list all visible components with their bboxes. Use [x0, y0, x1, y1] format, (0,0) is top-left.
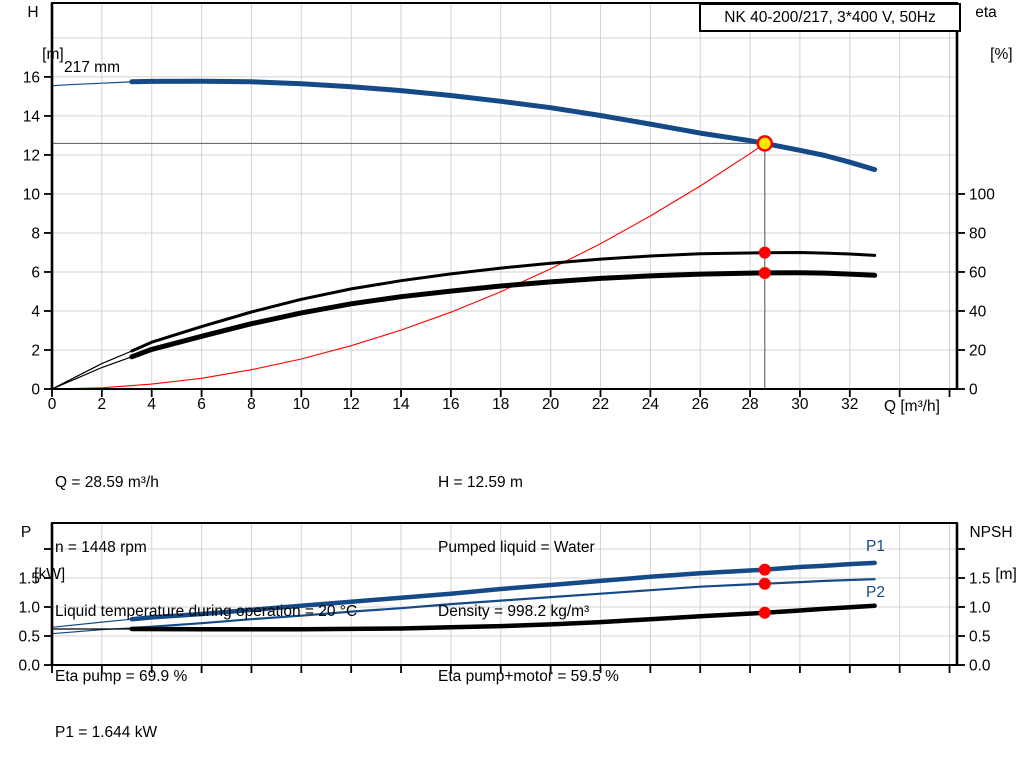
svg-text:30: 30 — [791, 396, 809, 413]
chart-power-npsh: 0.0 0.5 1.0 1.5 0.0 0.5 1.0 1.5 — [18, 522, 991, 675]
power-info-column: P1 = 1.644 kW P2 = 1.401 kW NPSH = 0.9 m… — [55, 679, 409, 781]
svg-text:16: 16 — [23, 69, 40, 86]
duty-info-right-column: H = 12.59 m Pumped liquid = Water Densit… — [438, 429, 619, 730]
flow-axis-label: Q [m³/h] — [884, 398, 940, 415]
p2-curve-label: P2 — [866, 584, 885, 601]
power-axis-title: P [kW] — [4, 522, 65, 585]
npsh-axis-title: NPSH [m] — [962, 522, 1020, 585]
svg-text:60: 60 — [969, 264, 987, 281]
svg-text:0: 0 — [48, 396, 57, 413]
axes-frame — [50, 2, 959, 390]
svg-text:80: 80 — [969, 225, 987, 242]
eta-axis-unit: [%] — [990, 46, 1013, 63]
svg-text:26: 26 — [692, 396, 709, 413]
impeller-diameter-label: 217 mm — [64, 59, 120, 76]
info-line-liquid-temp: Liquid temperature during operation = 20… — [55, 603, 358, 620]
p1-point — [758, 563, 771, 576]
info-line-density: Density = 998.2 kg/m³ — [438, 603, 590, 620]
svg-text:6: 6 — [31, 264, 40, 281]
info-line-pumped-liquid: Pumped liquid = Water — [438, 538, 595, 556]
svg-text:6: 6 — [197, 396, 206, 413]
svg-text:4: 4 — [31, 303, 40, 320]
duty-info-left-column: Q = 28.59 m³/h n = 1448 rpm Liquid tempe… — [55, 429, 357, 730]
svg-text:12: 12 — [23, 147, 40, 164]
info-line-eta-pump-motor: Eta pump+motor = 59.5 % — [438, 667, 619, 685]
svg-text:100: 100 — [969, 186, 995, 203]
svg-text:18: 18 — [492, 396, 509, 413]
head-axis-unit: [m] — [42, 46, 64, 63]
series-p1-power — [51, 560, 877, 628]
series-eta-pump — [51, 251, 877, 390]
svg-text:10: 10 — [293, 396, 311, 413]
svg-text:1.5: 1.5 — [969, 570, 991, 587]
svg-text:14: 14 — [392, 396, 410, 413]
pump-title-box: NK 40-200/217, 3*400 V, 50Hz — [699, 3, 961, 32]
svg-text:12: 12 — [343, 396, 360, 413]
svg-text:40: 40 — [969, 303, 987, 320]
p1-curve-label: P1 — [866, 538, 885, 555]
eta-pump-motor-point — [758, 266, 771, 279]
operating-point-markers — [756, 135, 774, 279]
npsh-axis-unit: [m] — [995, 566, 1017, 583]
svg-text:1.0: 1.0 — [969, 599, 991, 616]
svg-text:8: 8 — [31, 225, 40, 242]
tick-labels: 0 2 4 6 8 10 12 14 16 18 20 22 24 26 28 30 3202468101214… — [23, 69, 995, 413]
info-line-flow: Q = 28.59 m³/h — [55, 474, 159, 491]
series-eta-pump-motor — [51, 270, 878, 390]
duty-point-marker — [756, 135, 774, 152]
head-axis-title: H [m] — [12, 2, 63, 65]
svg-text:0.5: 0.5 — [969, 628, 991, 645]
info-line-p1: P1 = 1.644 kW — [55, 724, 158, 741]
info-line-head: H = 12.59 m — [438, 474, 523, 491]
head-axis-symbol: H — [27, 4, 39, 21]
eta-pump-point — [758, 246, 771, 259]
svg-text:10: 10 — [23, 186, 41, 203]
svg-text:8: 8 — [247, 396, 256, 413]
svg-text:16: 16 — [442, 396, 459, 413]
svg-text:20: 20 — [969, 342, 987, 359]
svg-text:4: 4 — [147, 396, 156, 413]
svg-text:0.0: 0.0 — [969, 658, 991, 675]
eta-axis-symbol: eta — [975, 4, 997, 21]
power-axis-symbol: P — [20, 524, 32, 541]
eta-axis-title: eta [%] — [960, 2, 1012, 65]
svg-text:22: 22 — [592, 396, 609, 413]
svg-text:0.5: 0.5 — [18, 628, 40, 645]
svg-text:24: 24 — [642, 396, 660, 413]
power-axis-unit: [kW] — [34, 566, 66, 583]
duty-crosshair — [52, 142, 766, 389]
svg-text:0: 0 — [31, 382, 40, 399]
info-line-speed: n = 1448 rpm — [55, 538, 147, 556]
axes-frame — [50, 522, 959, 666]
series-head-217mm — [51, 78, 878, 173]
tick-labels: 0.0 0.5 1.0 1.5 0.0 0.5 1.0 1.5 — [18, 570, 990, 674]
svg-text:1.0: 1.0 — [18, 599, 40, 616]
npsh-point — [758, 606, 771, 619]
axis-ticks — [44, 76, 965, 397]
npsh-axis-symbol: NPSH — [969, 524, 1013, 541]
p2-point — [758, 577, 771, 590]
svg-text:28: 28 — [741, 396, 758, 413]
axis-ticks — [44, 548, 965, 673]
chart-qh-eta: 0 2 4 6 8 10 12 14 16 18 20 22 24 26 28 30 3202468101214… — [23, 2, 995, 413]
svg-text:20: 20 — [542, 396, 560, 413]
operating-point-markers — [758, 563, 771, 619]
svg-text:2: 2 — [98, 396, 107, 413]
series-system-resistance-curve — [51, 142, 766, 390]
svg-text:0.0: 0.0 — [18, 658, 40, 675]
svg-text:2: 2 — [31, 342, 40, 359]
gridlines — [52, 3, 957, 389]
gridlines — [52, 523, 957, 665]
svg-text:14: 14 — [23, 108, 41, 125]
svg-text:0: 0 — [969, 382, 978, 399]
svg-text:32: 32 — [841, 396, 858, 413]
svg-text:1.5: 1.5 — [18, 570, 40, 587]
series-npsh-curve — [52, 603, 877, 632]
info-line-eta-pump: Eta pump = 69.9 % — [55, 667, 188, 685]
